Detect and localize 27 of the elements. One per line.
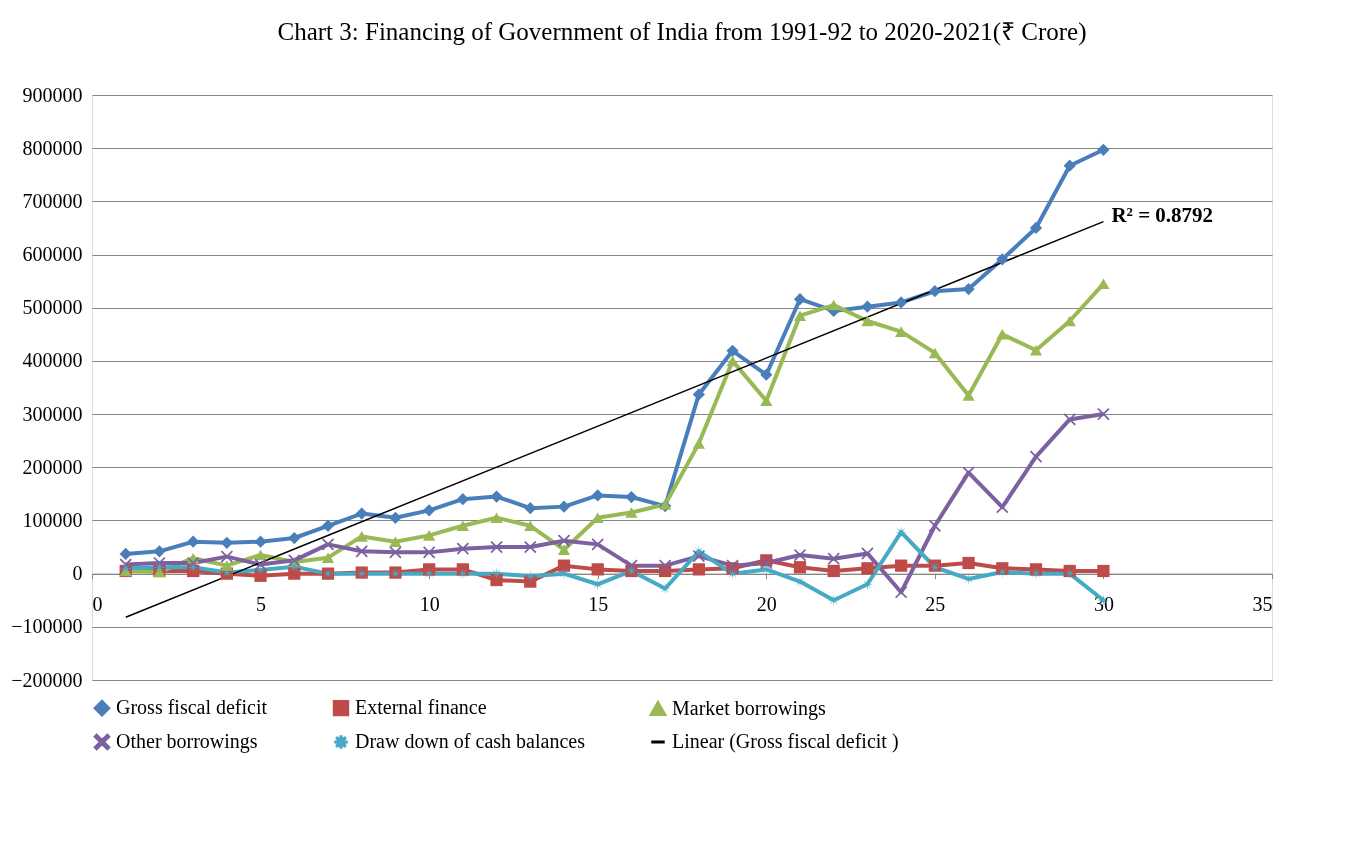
legend-label: Draw down of cash balances — [355, 730, 586, 752]
y-tick-label: 500000 — [22, 296, 83, 319]
chart-title: Chart 3: Financing of Government of India from 1991-92 to 2020-2021(₹ Crore) — [277, 18, 1087, 46]
legend-label: External finance — [355, 696, 487, 719]
y-tick-label: 800000 — [22, 136, 83, 159]
y-tick-label: 300000 — [22, 402, 83, 425]
x-tick-label: 15 — [588, 593, 609, 616]
annotation: R² = 0.8792 — [1111, 202, 1214, 227]
x-tick-label: 10 — [419, 593, 440, 616]
x-tick-label: 0 — [92, 593, 103, 616]
y-tick-label: 400000 — [22, 349, 83, 372]
y-tick-label: −200000 — [11, 668, 83, 691]
legend-label: Gross fiscal deficit — [116, 696, 268, 719]
x-tick-label: 25 — [925, 593, 946, 616]
legend-label: Other borrowings — [116, 730, 258, 753]
x-tick-label: 35 — [1252, 593, 1273, 616]
y-tick-label: −100000 — [11, 615, 83, 638]
y-tick-label: 600000 — [22, 243, 83, 266]
legend-label: Market borrowings — [672, 696, 827, 720]
y-tick-label: 100000 — [22, 508, 83, 531]
legend-label: Linear (Gross fiscal deficit ) — [672, 730, 899, 753]
x-tick-label: 5 — [256, 593, 267, 616]
y-tick-label: 700000 — [22, 189, 83, 212]
x-tick-label: 20 — [756, 593, 777, 616]
y-tick-label: 900000 — [22, 83, 83, 106]
y-tick-label: 200000 — [22, 455, 83, 478]
y-tick-label: 0 — [72, 562, 83, 585]
